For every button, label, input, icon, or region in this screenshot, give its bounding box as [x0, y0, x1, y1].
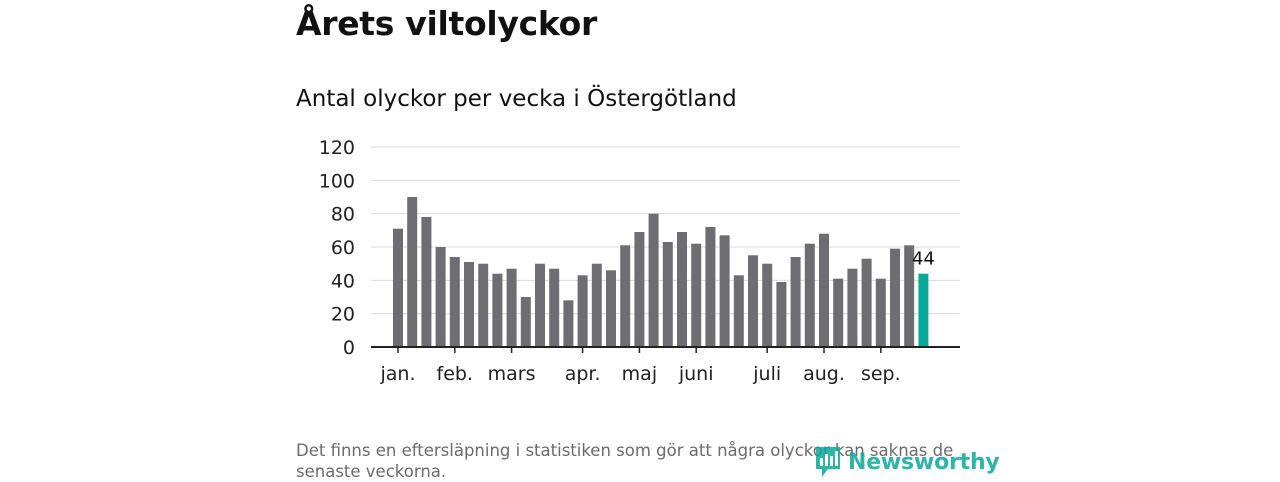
y-tick-label: 120	[319, 137, 355, 159]
bar-week-30	[804, 243, 815, 347]
bar-week-15	[591, 263, 602, 347]
bar-week-20	[662, 242, 673, 347]
y-tick-label: 80	[331, 204, 355, 226]
bar-week-22	[691, 243, 702, 347]
x-tick-label: aug.	[803, 363, 845, 385]
bar-week-32	[833, 278, 844, 347]
bar-week-33	[847, 268, 858, 347]
y-tick-label: 20	[331, 304, 355, 326]
x-tick-label: mars	[488, 363, 536, 385]
bar-week-11	[535, 263, 545, 347]
x-tick-label: maj	[622, 363, 657, 385]
bar-week-17	[620, 245, 631, 347]
bar-week-38	[918, 273, 929, 347]
bar-week-27	[762, 263, 773, 347]
bar-week-13	[563, 300, 574, 347]
bar-week-12	[549, 268, 560, 347]
y-tick-label: 0	[343, 337, 355, 359]
x-tick-label: jan.	[379, 363, 415, 385]
chart-subtitle: Antal olyckor per vecka i Östergötland	[296, 86, 737, 112]
bar-week-16	[606, 270, 616, 347]
bar-week-35	[875, 278, 886, 347]
y-tick-label: 60	[331, 237, 355, 259]
newsworthy-logo-icon	[816, 447, 840, 477]
bar-week-23	[705, 227, 716, 347]
bar-week-21	[677, 232, 687, 347]
brand-name: Newsworthy	[848, 449, 1000, 475]
bar-week-31	[819, 233, 829, 347]
bar-week-6	[464, 262, 474, 347]
bar-week-25	[733, 275, 744, 347]
bar-week-9	[506, 268, 517, 347]
bar-week-14	[577, 275, 588, 347]
y-axis-tick-labels: 0 20 40 60 80 100 120	[319, 137, 355, 359]
bar-week-36	[890, 248, 900, 347]
bar-week-34	[861, 258, 872, 347]
bar-week-10	[520, 297, 531, 347]
bar-week-3	[421, 217, 432, 347]
x-tick-label: juni	[678, 363, 714, 385]
x-axis-tick-labels: jan. feb. mars apr. maj juni juli aug. sep.	[379, 347, 901, 385]
footnote: Det finns en eftersläpning i statistiken…	[296, 441, 954, 481]
bar-week-8	[492, 273, 503, 347]
bars	[393, 197, 929, 347]
y-tick-label: 100	[319, 170, 355, 192]
x-tick-label: juli	[752, 363, 781, 385]
y-tick-label: 40	[331, 270, 355, 292]
bar-week-18	[634, 232, 645, 347]
bar-week-24	[719, 235, 730, 347]
x-tick-label: apr.	[565, 363, 601, 385]
data-label-last-week: 44	[912, 249, 935, 270]
x-tick-label: feb.	[437, 363, 473, 385]
bar-week-4	[435, 247, 446, 347]
bar-week-37	[904, 245, 915, 347]
bar-week-2	[407, 197, 418, 347]
chart-title: Årets viltolyckor	[296, 4, 597, 43]
x-tick-label: sep.	[861, 363, 901, 385]
bar-week-5	[449, 257, 460, 347]
brand-logo: Newsworthy	[814, 445, 1000, 479]
bar-week-19	[648, 213, 659, 347]
bar-week-28	[776, 282, 787, 347]
bar-week-29	[790, 257, 801, 347]
bar-week-1	[393, 228, 403, 347]
bar-week-26	[748, 255, 758, 347]
bar-week-7	[478, 263, 489, 347]
